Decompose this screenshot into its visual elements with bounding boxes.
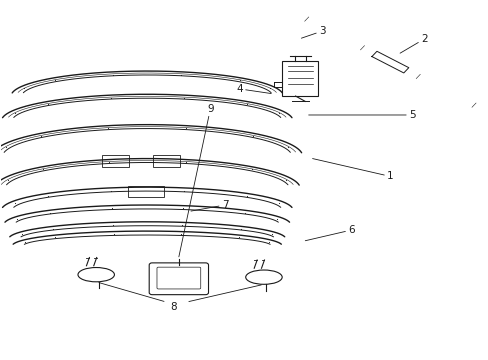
Text: 9: 9 bbox=[179, 104, 213, 257]
Text: 1: 1 bbox=[312, 158, 393, 181]
Text: 4: 4 bbox=[236, 84, 271, 94]
Text: 2: 2 bbox=[399, 34, 427, 53]
Text: 8: 8 bbox=[170, 302, 177, 312]
Text: 6: 6 bbox=[305, 225, 354, 241]
Text: 7: 7 bbox=[191, 200, 228, 211]
Text: 5: 5 bbox=[308, 110, 415, 120]
Text: 3: 3 bbox=[301, 26, 325, 38]
Polygon shape bbox=[371, 51, 408, 73]
